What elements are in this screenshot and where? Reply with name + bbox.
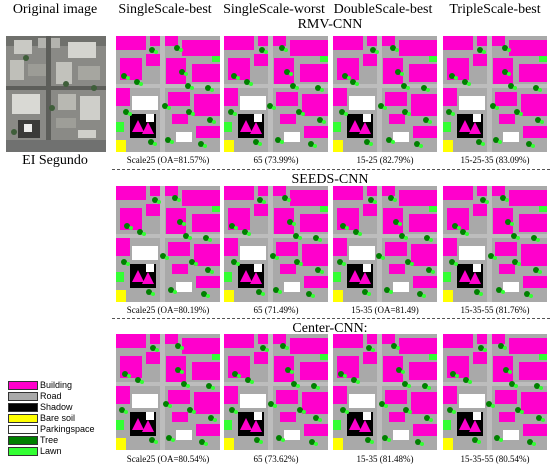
classification-map-center-cnn-doublescale-best [333,334,437,450]
classification-map-rmv-cnn-singlescale-best [116,36,220,152]
map-caption: 15-25-35 (83.09%) [460,155,530,165]
legend-swatch [8,425,38,434]
map-caption: Scale25 (OA=80.19%) [126,305,210,315]
class-legend: Building Road Shadow Bare soil Parkingspace T… [8,380,118,457]
map-caption: 15-25 (82.79%) [356,155,414,165]
map-caption: 65 (73.99%) [253,155,299,165]
classification-map-center-cnn-singlescale-worst [224,334,328,450]
legend-label: Bare soil [40,413,76,423]
legend-swatch [8,436,38,445]
classification-map-seeds-cnn-doublescale-best [333,186,437,302]
legend-item: Shadow [8,402,118,413]
classification-map-center-cnn-singlescale-best [116,334,220,450]
legend-item: Lawn [8,446,118,457]
legend-label: Road [40,391,62,401]
map-caption: 65 (71.49%) [253,305,299,315]
legend-item: Road [8,391,118,402]
legend-label: Shadow [40,402,73,412]
legend-item: Building [8,380,118,391]
legend-item: Bare soil [8,413,118,424]
map-caption: 15-35 (OA=81.49) [351,305,419,315]
group-title-seeds-cnn: SEEDS-CNN [291,172,369,187]
legend-item: Parkingspace [8,424,118,435]
map-caption: 15-35 (81.48%) [356,454,414,464]
group-title-center-cnn: Center-CNN: [292,321,368,336]
header-singlescale-best: SingleScale-best [118,2,212,17]
classification-map-seeds-cnn-singlescale-worst [224,186,328,302]
original-image-label: EI Segundo [22,153,88,168]
classification-map-center-cnn-triplescale-best [443,334,547,450]
header-singlescale-worst: SingleScale-worst [223,2,325,17]
classification-map-rmv-cnn-singlescale-worst [224,36,328,152]
legend-label: Building [40,380,73,390]
legend-swatch [8,381,38,390]
group-divider [112,169,550,170]
map-caption: 65 (73.62%) [253,454,299,464]
map-caption: Scale25 (OA=81.57%) [126,155,210,165]
classification-map-rmv-cnn-triplescale-best [443,36,547,152]
group-divider [112,318,550,319]
classification-map-rmv-cnn-doublescale-best [333,36,437,152]
header-original-image: Original image [12,2,98,17]
original-aerial-image [6,36,106,152]
map-caption: 15-35-55 (81.76%) [460,305,530,315]
legend-swatch [8,392,38,401]
header-triplescale-best: TripleScale-best [449,2,541,17]
group-title-rmv-cnn: RMV-CNN [297,17,363,32]
legend-label: Parkingspace [40,424,95,434]
legend-swatch [8,447,38,456]
header-doublescale-best: DoubleScale-best [333,2,433,17]
legend-label: Lawn [40,446,62,456]
map-caption: Scale25 (OA=80.54%) [126,454,210,464]
classification-map-seeds-cnn-triplescale-best [443,186,547,302]
legend-swatch [8,403,38,412]
legend-swatch [8,414,38,423]
legend-item: Tree [8,435,118,446]
classification-map-seeds-cnn-singlescale-best [116,186,220,302]
legend-label: Tree [40,435,59,445]
map-caption: 15-35-55 (80.54%) [460,454,530,464]
